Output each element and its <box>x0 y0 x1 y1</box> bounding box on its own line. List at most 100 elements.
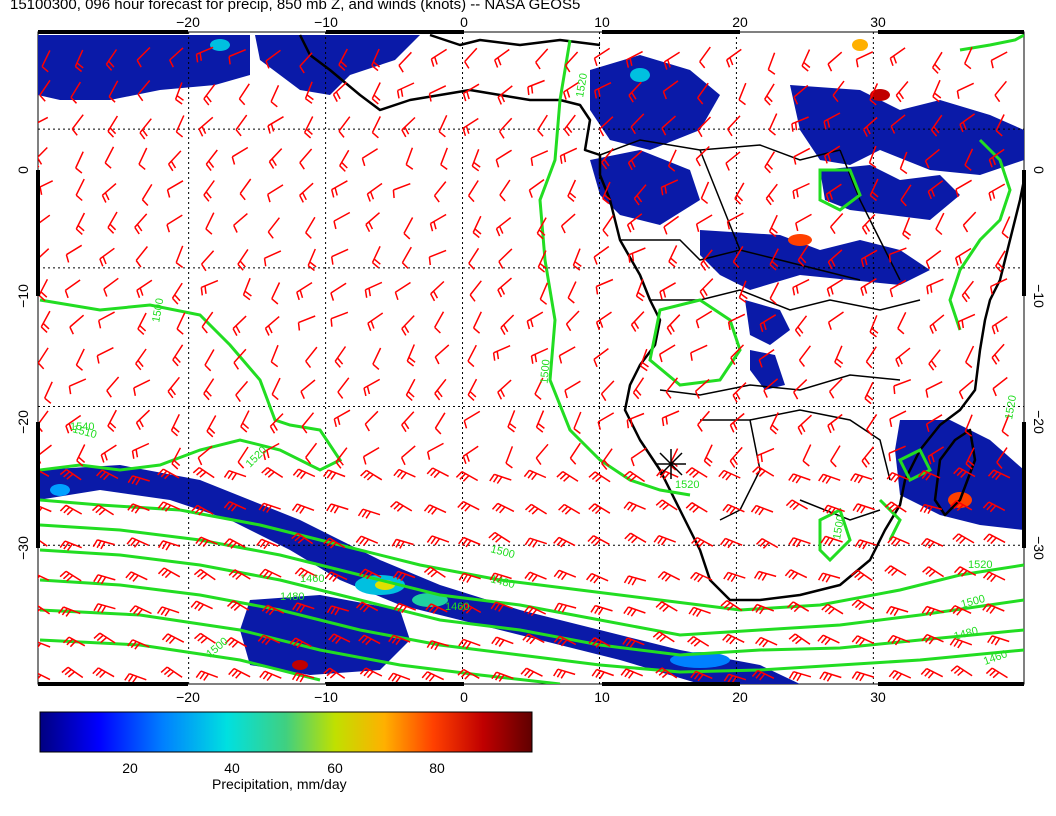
colorbar <box>39 711 533 753</box>
wind-barb <box>203 180 215 202</box>
wind-barb <box>694 378 710 399</box>
wind-barb <box>175 245 184 268</box>
wind-barb <box>602 214 614 237</box>
wind-barb <box>303 116 314 139</box>
wind-barb <box>685 502 708 513</box>
wind-barb <box>491 636 514 647</box>
lon-tick-label: 0 <box>460 14 468 30</box>
wind-barb <box>1001 216 1011 239</box>
wind-barb <box>738 82 747 106</box>
wind-barb <box>488 531 511 543</box>
wind-barb <box>793 379 808 400</box>
wind-barb <box>888 669 912 681</box>
wind-barb <box>572 248 582 271</box>
lat-tick-labels-right: 0 −10 −20 −30 <box>1031 166 1047 560</box>
wind-barb <box>920 667 944 679</box>
frame-ticks <box>36 30 1026 686</box>
wind-barb <box>520 667 543 679</box>
wind-barb <box>530 347 549 364</box>
wind-barb <box>753 570 777 581</box>
wind-barb <box>457 668 480 680</box>
lon-tick-label: 20 <box>732 689 748 705</box>
wind-barb <box>498 117 513 139</box>
wind-barb <box>695 214 713 232</box>
wind-barb <box>40 310 51 333</box>
wind-barb <box>834 345 844 368</box>
wind-barb <box>792 278 810 296</box>
wind-barb <box>297 315 316 331</box>
wind-barb <box>235 114 248 137</box>
wind-barb <box>595 311 612 331</box>
wind-barb <box>663 215 680 235</box>
wind-barb <box>390 500 413 512</box>
wind-barb <box>59 468 82 481</box>
wind-barb <box>167 376 180 399</box>
wind-barb <box>357 508 381 519</box>
wind-barb <box>333 211 351 230</box>
wind-barb <box>490 601 513 612</box>
wind-barb <box>668 245 678 268</box>
wind-barb <box>440 147 448 171</box>
wind-barb <box>822 504 845 515</box>
wind-barb <box>507 410 517 433</box>
wind-barb <box>391 538 414 549</box>
wind-barb <box>964 414 973 437</box>
wind-barb <box>160 666 183 678</box>
wind-barb <box>537 250 547 273</box>
wind-barb <box>201 311 214 334</box>
colorbar-tick: 80 <box>429 760 445 776</box>
wind-barb <box>299 148 313 170</box>
wind-barb <box>267 116 284 134</box>
wind-barb <box>301 412 315 434</box>
wind-barb <box>695 310 713 329</box>
wind-barb <box>919 503 942 514</box>
wind-barb <box>136 279 153 299</box>
wind-barb <box>359 568 382 580</box>
wind-barb <box>423 566 446 578</box>
wind-barb <box>136 46 151 68</box>
wind-barb <box>854 539 877 550</box>
wind-barb <box>292 602 315 613</box>
wind-barb <box>330 180 348 198</box>
wind-barb <box>828 378 843 399</box>
wind-barb <box>326 503 349 514</box>
wind-barb <box>725 151 741 171</box>
wind-barb <box>392 182 411 199</box>
wind-barb <box>131 442 150 459</box>
wind-barb <box>242 277 252 301</box>
wind-barb <box>918 470 941 481</box>
wind-barb <box>763 378 779 398</box>
wind-barb <box>355 601 379 613</box>
wind-barb <box>492 345 511 361</box>
wind-barb <box>371 245 381 269</box>
lat-tick-label: −10 <box>1031 284 1047 308</box>
wind-barb <box>197 445 213 466</box>
wind-barb <box>851 671 875 682</box>
wind-barb <box>723 673 747 684</box>
wind-barb <box>166 180 184 198</box>
wind-barb <box>167 150 182 172</box>
wind-barb <box>965 447 975 470</box>
wind-barb <box>791 116 809 132</box>
wind-barb <box>195 670 219 681</box>
wind-barb <box>630 311 645 332</box>
wind-barb <box>961 280 974 303</box>
lat-tick-labels-left: 0 −10 −20 −30 <box>15 166 31 560</box>
wind-barb <box>371 48 381 72</box>
wind-barb <box>895 81 909 103</box>
precipitation-layer <box>38 35 1024 684</box>
wind-barb <box>259 568 282 580</box>
wind-barb <box>134 213 148 235</box>
wind-barb <box>801 49 811 72</box>
wind-barb <box>530 150 549 167</box>
wind-barb <box>523 469 547 481</box>
wind-barb <box>887 634 910 646</box>
wind-barb <box>204 349 215 372</box>
wind-barb <box>769 282 780 305</box>
wind-barb <box>264 316 280 336</box>
wind-barb <box>198 116 214 137</box>
wind-barb <box>365 212 380 233</box>
wind-barb <box>299 182 314 203</box>
wind-barb <box>463 410 481 429</box>
wind-barbs <box>38 46 1011 684</box>
